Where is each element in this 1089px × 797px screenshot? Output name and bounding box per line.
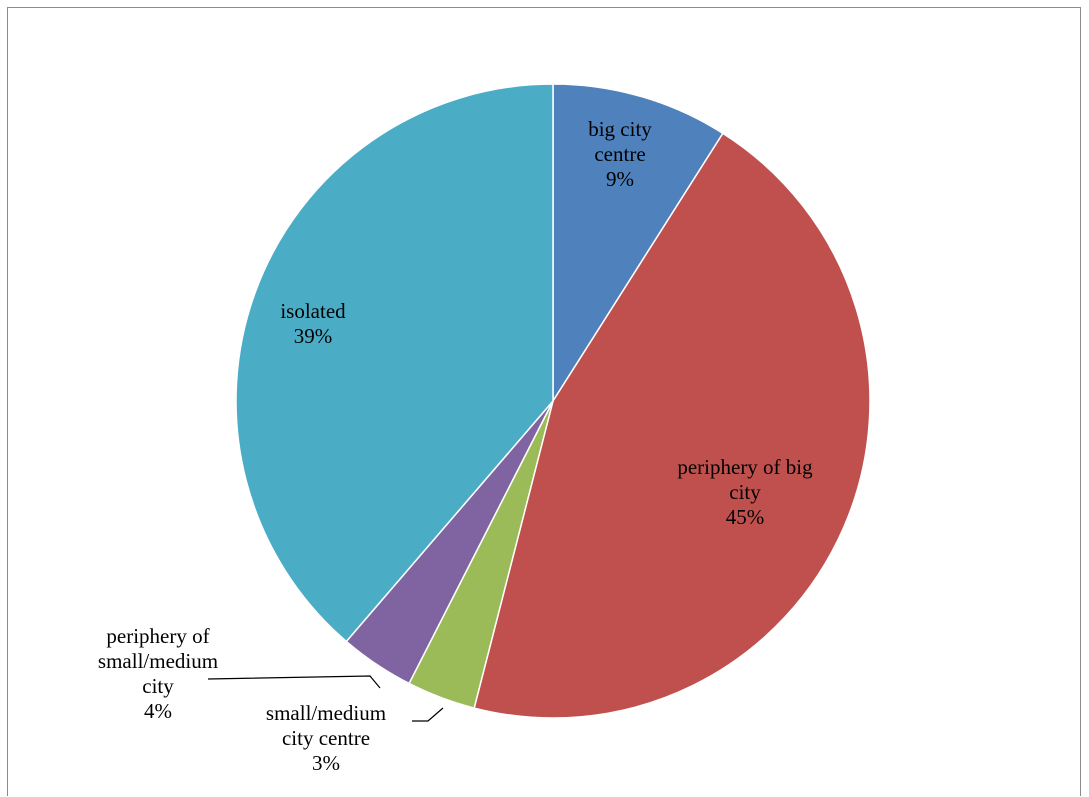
pie-slice-periphery-of-big-city: [473, 132, 871, 719]
slice-label-line: small/medium: [98, 649, 218, 673]
slice-label-line: big city: [588, 117, 652, 141]
slice-label-line: city: [142, 674, 174, 698]
pie-slice-isolated: [235, 83, 554, 643]
leader-line-small-medium-city-centre: [412, 707, 444, 722]
slice-label-line: periphery of big: [677, 455, 813, 479]
slice-label-line: isolated: [280, 299, 346, 323]
slice-percent: 3%: [312, 751, 340, 775]
slice-label-big-city-centre: big city centre 9%: [588, 117, 652, 191]
slice-label-line: small/medium: [266, 701, 386, 725]
slice-percent: 9%: [606, 167, 634, 191]
slice-percent: 45%: [726, 505, 765, 529]
pie-chart: big city centre 9%periphery of big city 45%s…: [98, 83, 871, 775]
chart-area: big city centre 9% periphery of big city 45% s…: [7, 7, 1081, 796]
slice-percent: 39%: [294, 324, 333, 348]
slice-label-line: centre: [594, 142, 645, 166]
slice-label-periphery-of-small-medium-city: periphery of small/medium city 4%: [98, 624, 218, 723]
slice-label-line: city centre: [282, 726, 370, 750]
slice-label-small-medium-city-centre: small/medium city centre 3%: [266, 701, 386, 775]
slice-label-isolated: isolated 39%: [280, 299, 346, 348]
slice-label-line: city: [729, 480, 761, 504]
pie-slice-big-city-centre: [552, 83, 724, 404]
slice-label-line: periphery of: [106, 624, 209, 648]
leader-line-periphery-of-small-medium-city: [207, 675, 381, 689]
slice-label-periphery-of-big-city: periphery of big city 45%: [677, 455, 813, 529]
slice-percent: 4%: [144, 699, 172, 723]
